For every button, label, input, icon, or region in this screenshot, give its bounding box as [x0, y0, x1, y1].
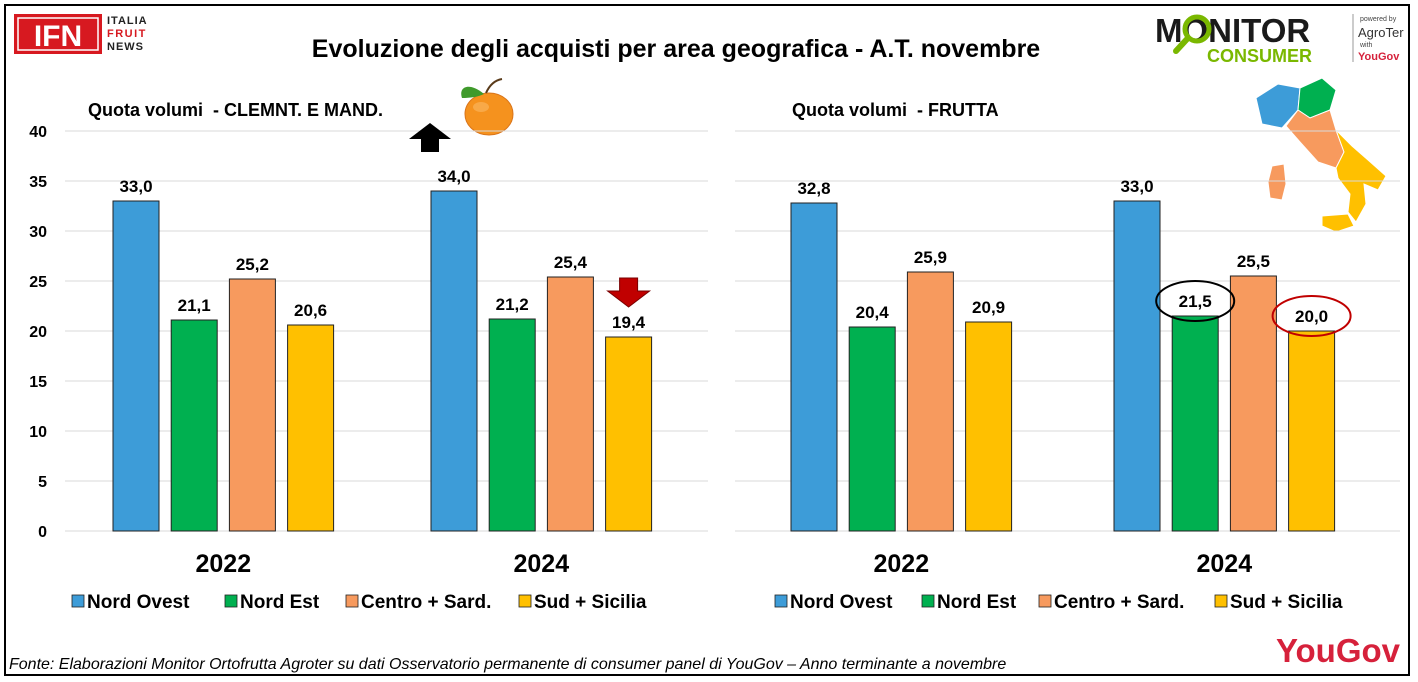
legend-swatch: [345, 594, 359, 608]
chart-panel-1: 0 5 10 15 20 25 30 35 40 Quota volumi - CLEMNT. E…: [29, 100, 708, 613]
data-label: 25,9: [914, 248, 947, 267]
category-label: 2024: [513, 550, 569, 578]
bar: [965, 321, 1013, 532]
data-label: 34,0: [437, 167, 470, 186]
category-label: 2024: [1196, 550, 1252, 578]
legend-swatch: [774, 594, 788, 608]
legend-label: Nord Ovest: [87, 592, 190, 613]
data-label: 20,9: [972, 298, 1005, 317]
border-frame: [4, 4, 1410, 676]
tangerine-icon: [461, 78, 514, 136]
legend-swatch: [71, 594, 85, 608]
plot-layer: 0 5 10 15 20 25 30 35 40 Quota volumi - CLEMNT. E…: [29, 100, 1400, 613]
data-label: 19,4: [612, 313, 646, 332]
chart-panel-2: Quota volumi - FRUTTA 32,8 20,4 25,9 20,9 202…: [735, 100, 1400, 613]
y-tick-label: 15: [29, 374, 47, 391]
bar: [287, 324, 335, 532]
data-label: 21,2: [496, 295, 529, 314]
bar: [1171, 315, 1219, 532]
y-tick-label: 35: [29, 174, 47, 191]
arrow-down-icon: [606, 277, 652, 308]
bar: [488, 318, 536, 532]
ifn-logo-mark: IFN: [34, 20, 82, 53]
y-tick-label: 40: [29, 124, 47, 141]
y-tick-label: 5: [38, 474, 47, 491]
monitor-logo-yougov: YouGov: [1358, 51, 1400, 63]
bar: [848, 326, 896, 532]
bar: [790, 202, 838, 532]
data-label: 25,5: [1237, 252, 1270, 271]
monitor-logo-word1: MONITOR: [1155, 12, 1310, 49]
monitor-logo-agroter: AgroTer: [1358, 25, 1404, 40]
arrow-up-icon: [409, 123, 451, 152]
bar: [605, 336, 653, 532]
data-label: 33,0: [1120, 177, 1153, 196]
legend-label: Sud + Sicilia: [1230, 592, 1343, 613]
data-label: 20,6: [294, 301, 327, 320]
chart-title: Evoluzione degli acquisti per area geogr…: [312, 35, 1041, 63]
bar: [546, 276, 594, 532]
data-label: 21,1: [178, 296, 211, 315]
monitor-logo-powered: powered by: [1360, 16, 1397, 23]
monitor-logo-word2: CONSUMER: [1207, 46, 1312, 66]
category-label: 2022: [873, 550, 929, 578]
y-tick-label: 20: [29, 324, 47, 341]
bar: [1113, 200, 1161, 532]
data-label: 25,2: [236, 255, 269, 274]
data-label: 33,0: [119, 177, 152, 196]
bar: [430, 190, 478, 532]
bar: [112, 200, 160, 532]
legend-swatch: [224, 594, 238, 608]
legend-label: Sud + Sicilia: [534, 592, 647, 613]
data-label: 32,8: [797, 179, 830, 198]
legend-swatch: [518, 594, 532, 608]
highlight-ellipse: [1155, 280, 1236, 322]
highlight-ellipse: [1271, 295, 1352, 337]
category-label: 2022: [195, 550, 251, 578]
bar: [170, 319, 218, 532]
panel-title: Quota volumi - CLEMNT. E MAND.: [88, 100, 383, 120]
source-note: Fonte: Elaborazioni Monitor Ortofrutta A…: [9, 656, 1006, 673]
ifn-logo-line3: NEWS: [107, 41, 144, 53]
bar: [906, 271, 954, 532]
data-label: 20,0: [1295, 307, 1328, 326]
monitor-logo-with: with: [1359, 42, 1373, 49]
ifn-logo-line2: FRUIT: [107, 28, 147, 40]
y-tick-label: 25: [29, 274, 47, 291]
legend-label: Nord Ovest: [790, 592, 893, 613]
bar: [228, 278, 276, 532]
bar: [1288, 330, 1336, 532]
monitor-consumer-logo: MONITOR CONSUMER powered by AgroTer with…: [1155, 12, 1404, 66]
y-tick-label: 10: [29, 424, 47, 441]
legend-label: Centro + Sard.: [1054, 592, 1184, 613]
legend-label: Nord Est: [240, 592, 320, 613]
panel-title: Quota volumi - FRUTTA: [792, 100, 999, 120]
ifn-logo: IFN ITALIA FRUIT NEWS: [14, 14, 148, 54]
data-label: 21,5: [1179, 292, 1212, 311]
legend-swatch: [1214, 594, 1228, 608]
legend-label: Centro + Sard.: [361, 592, 491, 613]
magnifier-icon: [1182, 14, 1212, 44]
yougov-logo: YouGov: [1276, 632, 1401, 669]
data-label: 25,4: [554, 253, 588, 272]
y-tick-label: 0: [38, 524, 47, 541]
legend-swatch: [921, 594, 935, 608]
legend-swatch: [1038, 594, 1052, 608]
legend-label: Nord Est: [937, 592, 1017, 613]
ifn-logo-line1: ITALIA: [107, 15, 148, 27]
data-label: 20,4: [856, 303, 890, 322]
bar: [1229, 275, 1277, 532]
italy-map-icon: [1255, 77, 1387, 233]
y-tick-label: 30: [29, 224, 47, 241]
